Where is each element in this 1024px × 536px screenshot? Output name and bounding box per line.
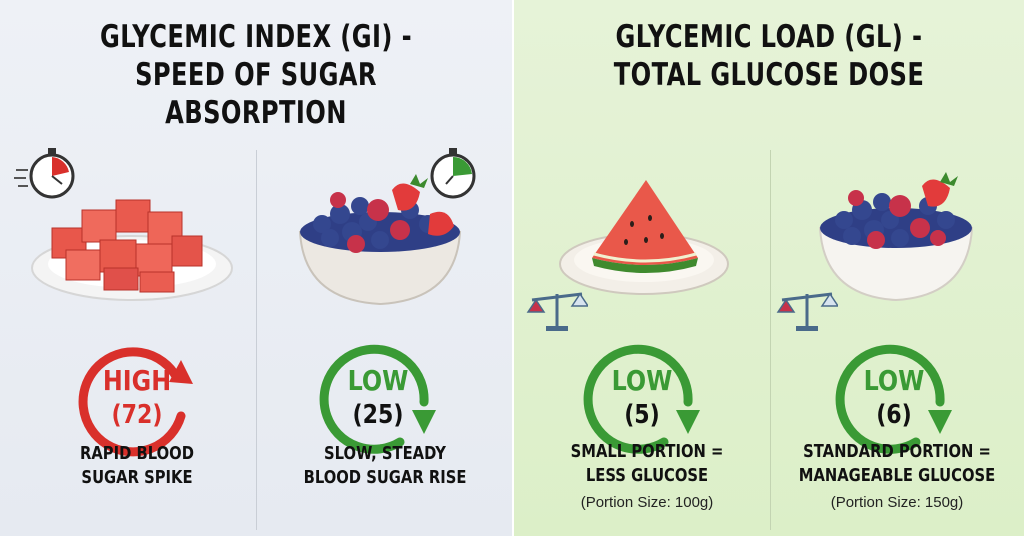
panel-gap — [512, 0, 514, 536]
stopwatch-fast-icon — [14, 148, 75, 199]
gl-panel: GLYCEMIC LOAD (GL) - TOTAL GLUCOSE DOSE — [514, 0, 1024, 536]
gi-watermelon-column: HIGH (72) RAPID BLOOD SUGAR SPIKE — [12, 140, 262, 530]
balance-scale-icon — [776, 292, 838, 331]
gi-watermelon-description: RAPID BLOOD SUGAR SPIKE — [35, 442, 240, 490]
gi-berries-description: SLOW, STEADY BLOOD SUGAR RISE — [283, 442, 488, 490]
gl-watermelon-description: SMALL PORTION = LESS GLUCOSE — [545, 440, 750, 488]
gl-watermelon-value: (5) — [624, 400, 660, 430]
gi-watermelon-value: (72) — [111, 400, 163, 430]
falling-arrow-ring-icon — [583, 344, 700, 454]
gl-berries-level: LOW — [863, 364, 925, 397]
gi-title-line1: GLYCEMIC INDEX (GI) - — [99, 19, 413, 55]
watermelon-cubes-plate — [31, 199, 233, 301]
gl-column-divider — [770, 150, 771, 530]
gi-title-line2: SPEED OF SUGAR ABSORPTION — [135, 57, 377, 131]
stopwatch-slow-icon — [430, 148, 476, 199]
gl-watermelon-level: LOW — [611, 364, 673, 397]
gl-watermelon-desc-line2: LESS GLUCOSE — [585, 465, 709, 486]
berries-bowl — [298, 174, 462, 306]
gi-panel: GLYCEMIC INDEX (GI) - SPEED OF SUGAR ABS… — [0, 0, 512, 536]
gl-watermelon-desc-line1: SMALL PORTION = — [570, 441, 724, 462]
gl-watermelon-column: LOW (5) SMALL PORTION = LESS GLUCOSE (Po… — [522, 140, 772, 530]
gl-berries-badge: LOW (6) — [834, 338, 954, 458]
gl-watermelon-portion-note: (Portion Size: 100g) — [580, 494, 714, 511]
gl-title: GLYCEMIC LOAD (GL) - TOTAL GLUCOSE DOSE — [570, 18, 968, 94]
gl-berries-desc-line1: STANDARD PORTION = — [803, 441, 991, 462]
falling-arrow-ring-icon — [319, 344, 436, 454]
gi-berries-desc-line1: SLOW, STEADY — [324, 443, 446, 464]
gl-berries-desc-line2: MANAGEABLE GLUCOSE — [798, 465, 996, 486]
falling-arrow-ring-icon — [835, 344, 952, 454]
gi-berries-desc-line2: BLOOD SUGAR RISE — [303, 467, 467, 488]
gl-berries-portion-note: (Portion Size: 150g) — [830, 494, 964, 511]
balance-scale-icon — [526, 292, 588, 331]
gi-berries-level: LOW — [347, 364, 409, 397]
gl-berries-value: (6) — [876, 400, 912, 430]
gl-berries-description: STANDARD PORTION = MANAGEABLE GLUCOSE — [795, 440, 1000, 488]
watermelon-slice-plate — [559, 180, 729, 295]
gi-high-badge: HIGH (72) — [77, 338, 197, 458]
gl-title-line2: TOTAL GLUCOSE DOSE — [613, 57, 925, 93]
gi-berries-column: LOW (25) SLOW, STEADY BLOOD SUGAR RISE — [260, 140, 510, 530]
berries-bowl — [818, 172, 974, 302]
gi-berries-value: (25) — [352, 400, 404, 430]
gi-title: GLYCEMIC INDEX (GI) - SPEED OF SUGAR ABS… — [56, 18, 455, 132]
rising-arrow-ring-icon — [78, 347, 193, 457]
gi-column-divider — [256, 150, 257, 530]
gi-watermelon-desc-line2: SUGAR SPIKE — [81, 467, 193, 488]
gl-berries-column: LOW (6) STANDARD PORTION = MANAGEABLE GL… — [772, 140, 1022, 530]
gl-title-line1: GLYCEMIC LOAD (GL) - — [615, 19, 923, 55]
gi-low-badge: LOW (25) — [318, 338, 438, 458]
gi-watermelon-desc-line1: RAPID BLOOD — [80, 443, 194, 464]
gi-watermelon-level: HIGH — [102, 364, 172, 397]
gl-watermelon-badge: LOW (5) — [582, 338, 702, 458]
